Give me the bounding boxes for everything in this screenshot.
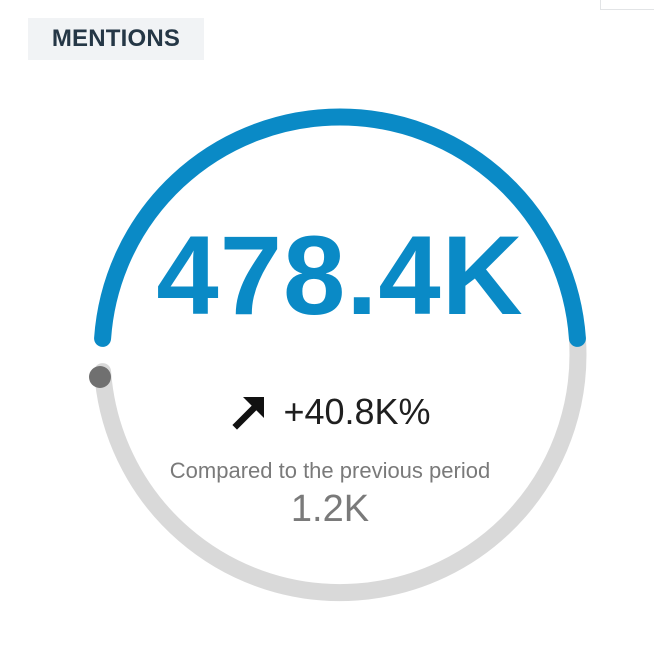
gauge-start-marker bbox=[89, 366, 111, 388]
gauge-fill bbox=[94, 108, 586, 347]
arrow-up-right-icon bbox=[232, 397, 265, 430]
change-indicator: +40.8K% bbox=[140, 385, 520, 439]
widget-title: MENTIONS bbox=[51, 25, 181, 52]
adjacent-panel-corner bbox=[600, 0, 654, 10]
mentions-count: 478.4K bbox=[156, 213, 524, 338]
change-percentage: +40.8K% bbox=[283, 391, 431, 432]
gauge-track bbox=[94, 329, 587, 602]
compare-label: Compared to the previous period bbox=[169, 458, 491, 483]
previous-period-value: 1.2K bbox=[290, 488, 370, 530]
widget-title-badge: MENTIONS bbox=[28, 18, 204, 60]
